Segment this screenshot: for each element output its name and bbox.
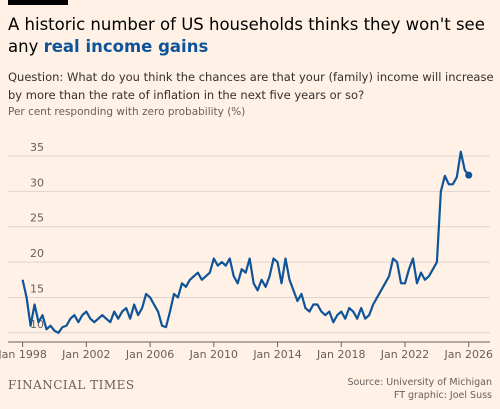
x-tick-label: Jan 2014 [252, 348, 301, 361]
chart: 10 15 20 25 30 35 Jan 1998 Jan 2002 Jan 2006 Jan … [0, 141, 493, 361]
y-tick-label: 30 [30, 176, 44, 189]
end-dot [465, 171, 473, 179]
x-tick-label: Jan 2010 [189, 348, 238, 361]
y-tick-label: 10 [30, 318, 44, 331]
title-highlight: real income gains [43, 37, 209, 56]
ft-bar [8, 0, 68, 5]
subtitle: Question: What do you think the chances … [8, 70, 494, 102]
x-tick-label: Jan 1998 [0, 348, 47, 361]
y-tick-label: 20 [30, 247, 44, 260]
x-tick-label: Jan 2018 [316, 348, 365, 361]
x-tick-label: Jan 2026 [444, 348, 493, 361]
brand: FINANCIAL TIMES [8, 378, 135, 392]
title: A historic number of US households think… [8, 14, 496, 58]
x-tick-label: Jan 2006 [125, 348, 174, 361]
line [21, 150, 470, 334]
source-block: Source: University of Michigan FT graphic… [347, 376, 492, 402]
y-tick-label: 15 [30, 282, 44, 295]
y-axis-label: Per cent responding with zero probabilit… [8, 106, 246, 118]
source: Source: University of Michigan [347, 377, 492, 388]
title-text: A historic number of US households think… [8, 15, 485, 56]
y-tick-label: 25 [30, 212, 44, 225]
credit: FT graphic: Joel Suss [393, 390, 492, 401]
x-tick-label: Jan 2002 [61, 348, 110, 361]
x-tick-label: Jan 2022 [380, 348, 429, 361]
y-tick-label: 35 [30, 141, 44, 154]
